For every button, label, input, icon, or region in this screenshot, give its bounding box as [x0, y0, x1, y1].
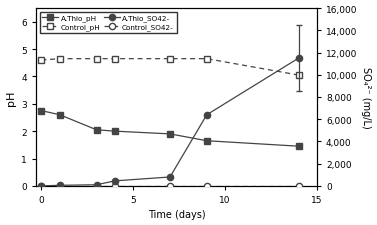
Control_pH — [113, 58, 117, 61]
Control_pH — [94, 58, 99, 61]
A.Thio_SO42- — [168, 176, 172, 178]
Control_pH — [296, 74, 301, 77]
Control_pH — [168, 58, 172, 61]
A.Thio_pH — [58, 114, 62, 117]
Y-axis label: pH: pH — [6, 90, 15, 105]
A.Thio_SO42- — [94, 184, 99, 186]
Line: Control_pH: Control_pH — [38, 56, 302, 79]
Y-axis label: SO₄²⁻ (mg/L): SO₄²⁻ (mg/L) — [362, 67, 371, 128]
A.Thio_pH — [168, 133, 172, 136]
A.Thio_pH — [296, 145, 301, 148]
Control_SO42- — [204, 185, 209, 187]
Line: A.Thio_SO42-: A.Thio_SO42- — [38, 56, 302, 189]
Control_SO42- — [39, 185, 44, 187]
X-axis label: Time (days): Time (days) — [148, 209, 205, 219]
A.Thio_pH — [94, 129, 99, 132]
A.Thio_pH — [39, 110, 44, 112]
Control_pH — [39, 59, 44, 62]
Control_SO42- — [296, 185, 301, 187]
A.Thio_SO42- — [204, 114, 209, 117]
A.Thio_pH — [204, 140, 209, 142]
Control_SO42- — [94, 185, 99, 187]
A.Thio_SO42- — [39, 185, 44, 187]
A.Thio_pH — [113, 130, 117, 133]
Control_pH — [204, 58, 209, 61]
Line: A.Thio_pH: A.Thio_pH — [38, 108, 302, 150]
Line: Control_SO42-: Control_SO42- — [38, 183, 302, 189]
Control_pH — [58, 58, 62, 61]
Control_SO42- — [58, 185, 62, 187]
Legend: A.Thio_pH, Control_pH, A.Thio_SO42-, Control_SO42-: A.Thio_pH, Control_pH, A.Thio_SO42-, Con… — [40, 13, 176, 34]
A.Thio_SO42- — [113, 180, 117, 182]
A.Thio_SO42- — [58, 184, 62, 187]
Control_SO42- — [113, 185, 117, 187]
A.Thio_SO42- — [296, 57, 301, 60]
Control_SO42- — [168, 185, 172, 187]
